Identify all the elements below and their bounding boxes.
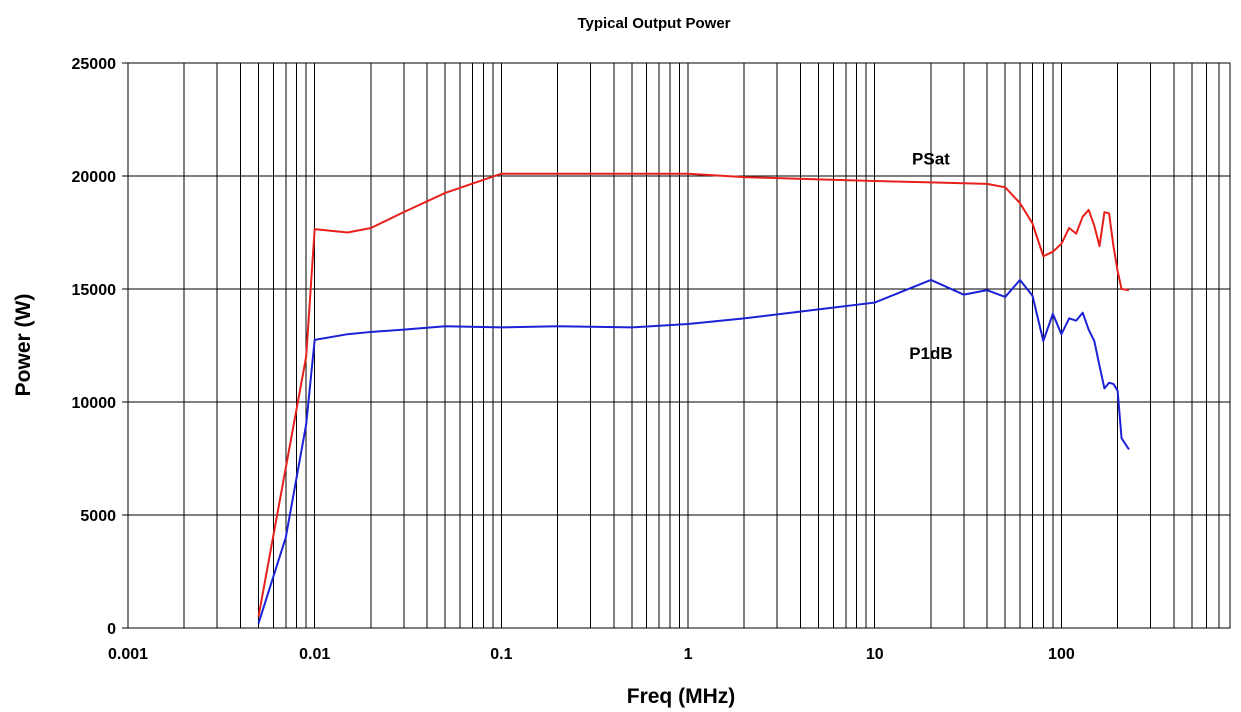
series-label-p1db: P1dB (909, 344, 952, 363)
y-tick-label: 15000 (72, 282, 117, 299)
y-tick-label: 25000 (72, 56, 117, 73)
plot-frame (127, 62, 1231, 629)
x-tick-label: 1 (684, 646, 693, 663)
chart-title: Typical Output Power (577, 15, 730, 32)
x-tick-labels: 0.001 0.01 0.1 1 10 100 (108, 646, 1075, 663)
y-tick-label: 0 (107, 621, 116, 638)
series-line-p1db (257, 278, 1130, 624)
y-tick-labels: 0 5000 10000 15000 20000 25000 (72, 56, 117, 638)
x-tick-label: 0.01 (299, 646, 330, 663)
y-axis-title: Power (W) (12, 294, 35, 397)
grid (122, 62, 1231, 629)
x-tick-label: 0.1 (490, 646, 512, 663)
y-tick-label: 20000 (72, 169, 117, 186)
x-axis-title: Freq (MHz) (627, 685, 736, 708)
series-line-psat (257, 172, 1130, 617)
x-tick-label: 10 (866, 646, 884, 663)
y-tick-label: 10000 (72, 395, 117, 412)
series-label-psat: PSat (912, 150, 950, 169)
x-tick-label: 100 (1048, 646, 1075, 663)
x-tick-label: 0.001 (108, 646, 148, 663)
y-tick-label: 5000 (80, 508, 116, 525)
series-labels: PSat P1dB (909, 150, 952, 363)
series-layer (257, 172, 1130, 624)
